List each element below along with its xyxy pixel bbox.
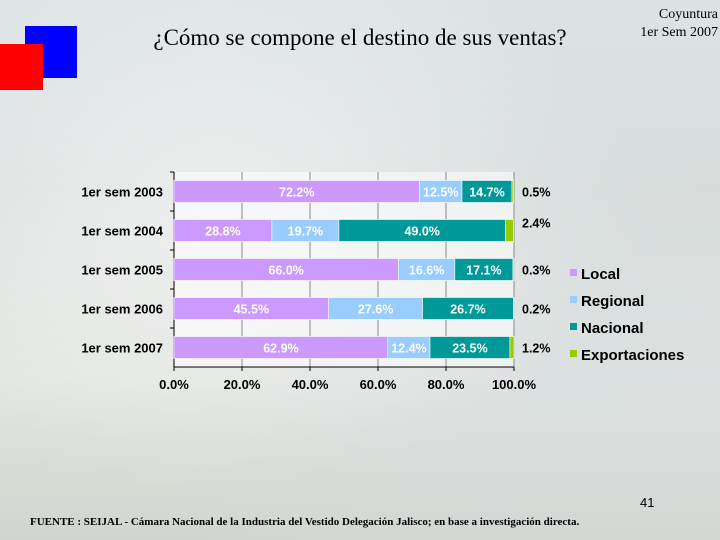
category-label: 1er sem 2006 — [81, 302, 163, 317]
data-label: 66.0% — [268, 264, 303, 278]
category-label: 1er sem 2004 — [81, 224, 163, 239]
data-label: 23.5% — [452, 342, 487, 356]
data-label: 27.6% — [358, 303, 393, 317]
category-label: 1er sem 2005 — [81, 263, 163, 278]
legend-swatch — [570, 296, 577, 303]
data-label: 19.7% — [288, 225, 323, 239]
corner-label-line2: 1er Sem 2007 — [640, 25, 718, 40]
bar-segment — [511, 180, 514, 203]
x-tick-label: 40.0% — [292, 377, 329, 392]
x-tick-label: 100.0% — [492, 377, 537, 392]
data-label: 45.5% — [234, 303, 269, 317]
x-tick-label: 80.0% — [428, 377, 465, 392]
data-label: 14.7% — [469, 186, 504, 200]
corner-label: Coyuntura 1er Sem 2007 — [606, 6, 718, 42]
data-label-export: 1.2% — [522, 342, 551, 356]
data-label-export: 0.3% — [522, 264, 551, 278]
category-label: 1er sem 2007 — [81, 341, 163, 356]
category-label: 1er sem 2003 — [81, 185, 163, 200]
legend-label: Local — [581, 266, 620, 283]
red-square-decoration — [0, 44, 43, 90]
x-tick-label: 0.0% — [159, 377, 189, 392]
data-label: 72.2% — [279, 186, 314, 200]
data-label-export: 2.4% — [522, 217, 551, 231]
legend-label: Nacional — [581, 320, 644, 337]
x-tick-label: 60.0% — [360, 377, 397, 392]
data-label: 12.5% — [423, 186, 458, 200]
data-label: 26.7% — [450, 303, 485, 317]
legend-swatch — [570, 269, 577, 276]
data-label: 28.8% — [205, 225, 240, 239]
data-label: 49.0% — [404, 225, 439, 239]
bar-segment — [513, 297, 515, 320]
legend-swatch — [570, 350, 577, 357]
bar-segment — [505, 219, 514, 242]
legend-label: Regional — [581, 293, 644, 310]
data-label-export: 0.5% — [522, 186, 551, 200]
source-note: FUENTE : SEIJAL - Cámara Nacional de la … — [30, 516, 580, 528]
slide-title: ¿Cómo se compone el destino de sus venta… — [153, 25, 567, 50]
page-number: 41 — [640, 495, 655, 510]
data-label: 16.6% — [409, 264, 444, 278]
corner-label-line1: Coyuntura — [658, 7, 718, 22]
data-label: 62.9% — [263, 342, 298, 356]
data-label-export: 0.2% — [522, 303, 551, 317]
legend-swatch — [570, 323, 577, 330]
data-label: 17.1% — [466, 264, 501, 278]
data-label: 12.4% — [391, 342, 426, 356]
bar-segment — [512, 258, 515, 281]
x-tick-label: 20.0% — [224, 377, 261, 392]
bar-segment — [509, 336, 515, 359]
legend-label: Exportaciones — [581, 347, 684, 364]
